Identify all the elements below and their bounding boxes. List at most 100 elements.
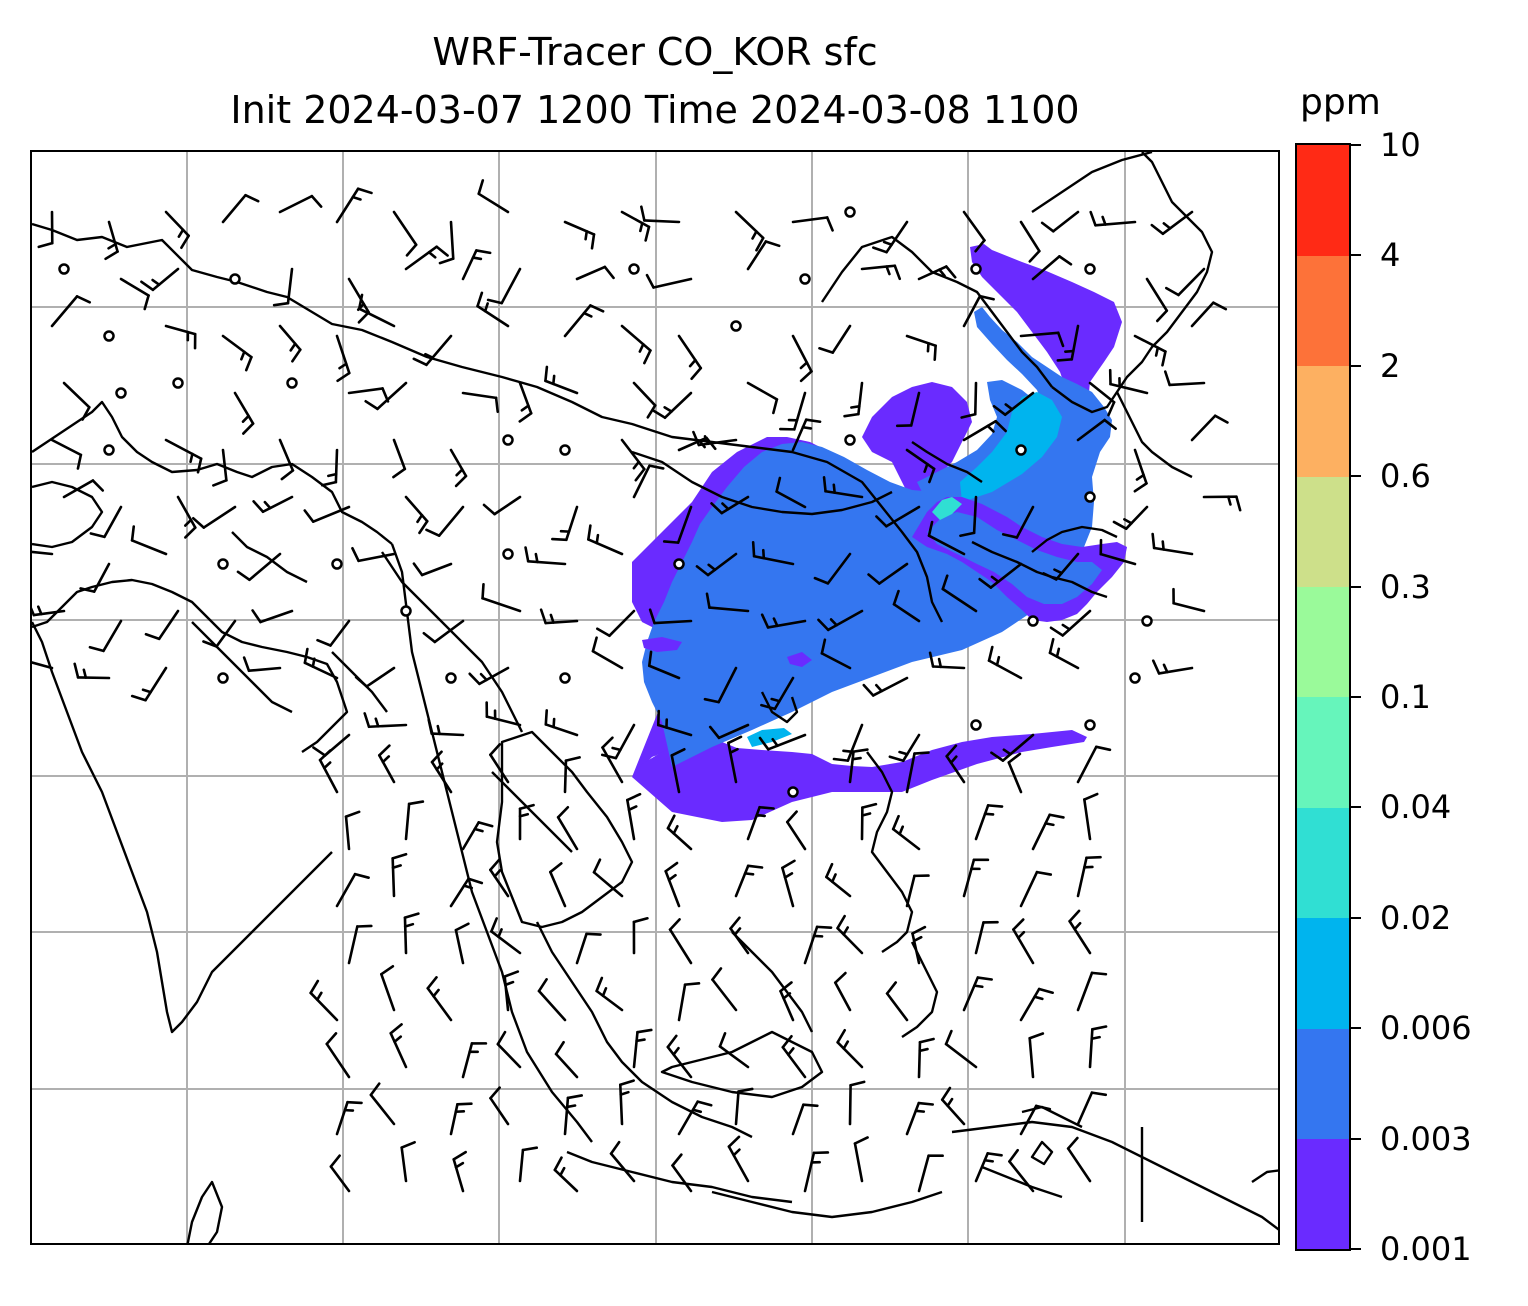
- barb-flag: [860, 812, 872, 817]
- barb-flag: [549, 862, 563, 874]
- barb-flag: [912, 935, 923, 943]
- barb-staff: [917, 1040, 922, 1079]
- wind-barb: [711, 967, 738, 1012]
- barb-staff: [526, 559, 567, 566]
- barb-flag: [986, 424, 995, 433]
- wind-barb: [318, 749, 339, 794]
- calm-wind-circle: [103, 444, 115, 456]
- wind-barb: [1190, 301, 1228, 328]
- barb-staff: [632, 464, 651, 499]
- wind-barb: [960, 381, 978, 419]
- barb-flag: [978, 577, 993, 589]
- colorbar-tick-label: 2: [1380, 346, 1401, 385]
- barb-flag: [926, 341, 930, 353]
- barb-staff: [1031, 255, 1061, 281]
- barb-staff: [391, 857, 396, 898]
- barb-flag: [1068, 909, 1081, 923]
- wind-barb: [32, 605, 66, 617]
- barb-staff: [1152, 546, 1194, 556]
- barb-staff: [734, 1090, 740, 1126]
- coastline-segment: [1030, 1140, 1054, 1166]
- barb-staff: [1076, 745, 1098, 784]
- barb-flag: [1035, 870, 1053, 876]
- barb-staff: [1109, 382, 1149, 395]
- barb-flag: [937, 657, 943, 669]
- barb-staff: [404, 802, 411, 841]
- barb-staff: [591, 649, 624, 670]
- barb-flag: [582, 311, 593, 318]
- barb-staff: [62, 381, 91, 409]
- barb-staff: [1028, 1036, 1035, 1079]
- barb-flag: [590, 233, 596, 250]
- barb-staff: [974, 804, 990, 841]
- barb-flag: [1056, 358, 1074, 362]
- barb-flag: [782, 992, 792, 1000]
- colorbar-tick: [1351, 806, 1361, 809]
- barb-flag: [177, 228, 185, 238]
- calm-wind-circle: [1141, 615, 1153, 627]
- barb-flag: [737, 1087, 754, 1093]
- barb-flag: [861, 802, 878, 809]
- wind-barb: [144, 609, 180, 641]
- barb-staff: [677, 983, 687, 1022]
- barb-staff: [119, 277, 150, 297]
- barb-flag: [202, 640, 218, 648]
- coastline-segment: [1115, 391, 1193, 479]
- barb-flag: [973, 984, 984, 989]
- wind-barb: [476, 291, 510, 328]
- coastline-segment: [951, 1120, 1278, 1231]
- barb-flag: [914, 1109, 926, 1113]
- wind-barb: [1048, 637, 1080, 670]
- wind-barb: [911, 925, 927, 965]
- barb-staff: [857, 381, 864, 416]
- wind-barb: [430, 750, 453, 794]
- barb-flag: [801, 425, 813, 430]
- coastline-segment: [981, 1165, 1063, 1199]
- wind-barb: [917, 1037, 935, 1079]
- coastline-segment: [1031, 152, 1153, 213]
- barb-flag: [802, 1103, 819, 1108]
- barb-flag: [1133, 482, 1148, 493]
- wind-barb: [853, 1136, 869, 1183]
- barb-flag: [1123, 518, 1133, 525]
- barb-flag: [874, 683, 883, 693]
- barb-flag: [691, 1108, 703, 1114]
- wind-barb: [905, 334, 937, 361]
- calm-wind-circle: [1015, 444, 1027, 456]
- wind-barb: [1031, 255, 1073, 281]
- barb-flag: [986, 1152, 1003, 1157]
- wind-barb: [449, 1102, 473, 1136]
- colorbar-band: [1297, 586, 1349, 698]
- barb-staff: [1099, 552, 1137, 566]
- barb-flag: [378, 744, 391, 757]
- barb-flag: [320, 480, 338, 487]
- coastline-segment: [535, 921, 753, 1139]
- barb-flag: [477, 179, 485, 196]
- barb-staff: [477, 192, 510, 214]
- barb-staff: [892, 603, 921, 623]
- barb-staff: [974, 921, 985, 955]
- barb-flag: [549, 613, 555, 624]
- wind-barb: [1056, 324, 1080, 362]
- barb-staff: [962, 210, 986, 242]
- barb-staff: [493, 495, 522, 516]
- barb-flag: [893, 264, 902, 281]
- barb-flag: [364, 399, 379, 411]
- wind-barb: [449, 877, 484, 908]
- wind-barb: [892, 589, 921, 623]
- barb-staff: [987, 659, 1023, 680]
- barb-flag: [746, 864, 764, 869]
- barb-flag: [758, 805, 775, 810]
- barb-flag: [944, 265, 957, 279]
- wind-barb: [825, 862, 852, 898]
- barb-flag: [518, 803, 535, 811]
- barb-flag: [938, 268, 946, 278]
- barb-staff: [503, 975, 510, 1012]
- wind-barb: [1019, 220, 1041, 263]
- barb-flag: [251, 609, 262, 624]
- barb-staff: [164, 210, 190, 238]
- barb-flag: [1056, 331, 1065, 348]
- coastlines: [32, 152, 1278, 1243]
- barb-staff: [666, 1045, 693, 1079]
- calm-wind-circle: [844, 206, 856, 218]
